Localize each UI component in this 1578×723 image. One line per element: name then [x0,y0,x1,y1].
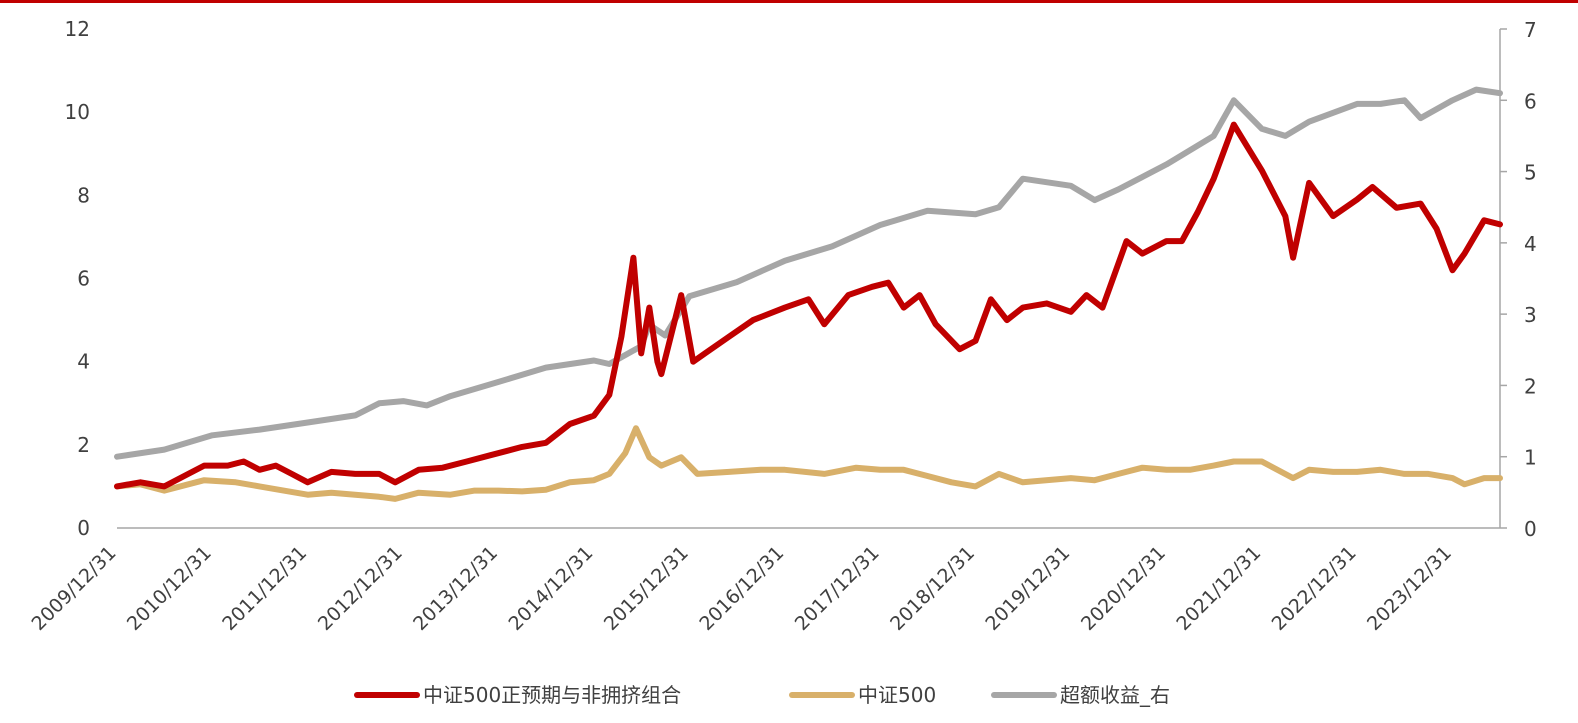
x-tick-label: 2023/12/31 [1363,542,1456,635]
right-tick-label: 7 [1524,18,1537,42]
series-lines [114,86,1503,502]
left-tick-label: 6 [77,267,90,291]
x-tick-label: 2014/12/31 [504,542,597,635]
x-tick-label: 2020/12/31 [1077,542,1170,635]
right-tick-label: 6 [1524,89,1537,113]
x-tick-label: 2016/12/31 [695,542,788,635]
left-tick-label: 8 [77,183,90,207]
right-tick-label: 2 [1524,374,1537,398]
x-tick-label: 2011/12/31 [218,542,311,635]
right-tick-label: 3 [1524,303,1537,327]
legend: 中证500正预期与非拥挤组合 中证500 超额收益_右 [354,683,1170,707]
right-tick-label: 4 [1524,232,1537,256]
x-tick-label: 2010/12/31 [123,542,216,635]
x-tick-label: 2013/12/31 [409,542,502,635]
right-tick-label: 5 [1524,161,1537,185]
x-tick-label: 2009/12/31 [28,542,121,635]
x-tick-label: 2022/12/31 [1268,542,1361,635]
legend-label: 超额收益_右 [1060,683,1170,707]
right-tick-label: 1 [1524,446,1537,470]
x-tick-label: 2015/12/31 [600,542,693,635]
x-tick-label: 2017/12/31 [791,542,884,635]
left-tick-label: 10 [65,100,90,124]
right-y-axis: 0 1 2 3 4 5 6 7 [1499,18,1537,541]
x-tick-label: 2018/12/31 [886,542,979,635]
x-tick-label: 2019/12/31 [981,542,1074,635]
series-line-2 [114,86,1503,460]
left-tick-label: 0 [77,516,90,540]
x-axis: 2009/12/31 2010/12/31 2011/12/31 2012/12/31… [28,527,1500,635]
right-tick-label: 0 [1524,517,1537,541]
x-tick-label: 2021/12/31 [1172,542,1265,635]
series-line-1 [114,425,1503,502]
left-tick-label: 4 [77,350,90,374]
legend-label: 中证500正预期与非拥挤组合 [423,683,681,707]
x-tick-label: 2012/12/31 [314,542,407,635]
left-tick-label: 12 [65,17,90,41]
left-tick-label: 2 [77,433,90,457]
legend-label: 中证500 [858,683,936,707]
series-line-0 [114,121,1503,490]
left-y-axis: 0 2 4 6 8 10 12 [65,17,90,540]
top-accent-bar [0,0,1578,3]
